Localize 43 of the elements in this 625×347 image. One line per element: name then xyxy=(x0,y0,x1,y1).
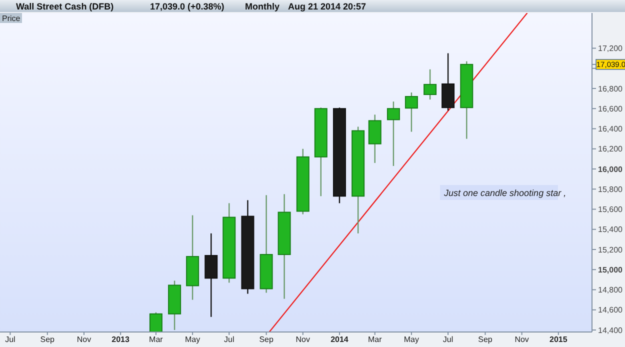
x-tick-label: Nov xyxy=(514,335,529,344)
y-tick-label: 16,400 xyxy=(598,124,624,134)
text: Monthly xyxy=(245,2,280,12)
chart-title: Wall Street Cash (DFB) xyxy=(16,2,114,12)
x-tick-label: Sep xyxy=(40,335,56,344)
candlestick xyxy=(404,92,418,132)
candlestick xyxy=(442,52,455,112)
y-tick-label: 14,400 xyxy=(598,326,624,335)
chart-subtitle: 17,039.0 (+0.38%) xyxy=(150,2,224,12)
y-tick-label: 17,200 xyxy=(598,44,624,54)
y-tick-label: 15,600 xyxy=(598,205,624,214)
annotation: Just one candle shooting star , xyxy=(443,188,566,198)
y-tick-label: 15,800 xyxy=(598,184,624,194)
candlestick xyxy=(424,68,437,100)
candlestick xyxy=(149,312,162,332)
x-tick-label: Mar xyxy=(149,335,164,344)
y-tick-label: 15,400 xyxy=(598,225,624,234)
x-tick-label: 2013 xyxy=(112,335,130,344)
y-axis-title: Price xyxy=(2,14,21,23)
x-tick-label: Sep xyxy=(259,335,274,344)
y-tick-label: 14,800 xyxy=(598,286,624,295)
candlestick xyxy=(204,232,218,318)
x-tick-label: 2014 xyxy=(330,335,349,344)
x-tick-label: Jul xyxy=(5,335,16,344)
y-tick-label: 16,600 xyxy=(598,104,624,114)
y-tick-label: 15,200 xyxy=(598,245,624,254)
x-tick-label: Jul xyxy=(224,335,234,344)
x-tick-label: Jul xyxy=(442,335,454,344)
x-tick-label: May xyxy=(184,335,200,344)
candlestick xyxy=(368,114,382,164)
y-tick-label: 14,600 xyxy=(598,306,624,315)
text: Aug 21 2014 20:57 xyxy=(288,2,366,12)
y-tick-label: 16,800 xyxy=(598,84,624,94)
x-tick-label: May xyxy=(404,335,420,344)
x-tick-label: Nov xyxy=(76,335,92,344)
y-tick-label: 15,000 xyxy=(598,265,624,274)
x-tick-label: 2015 xyxy=(550,335,568,344)
x-tick-label: Sep xyxy=(478,335,493,344)
x-tick-label: Nov xyxy=(296,335,310,344)
x-tick-label: Mar xyxy=(368,335,382,344)
candlestick xyxy=(386,100,400,167)
y-tick-label: 16,200 xyxy=(598,144,624,154)
y-tick-label: 16,000 xyxy=(598,164,624,174)
